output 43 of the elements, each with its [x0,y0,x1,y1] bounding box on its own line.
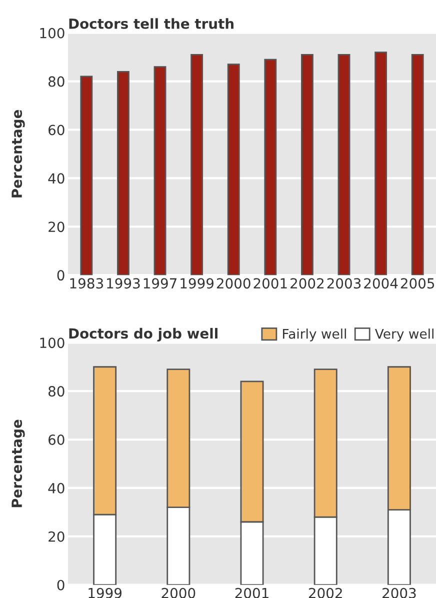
x-tick-label: 2000 [216,278,250,289]
y-tick-label: 100 [40,28,64,38]
y-tick-label: 20 [48,531,64,542]
y-tick-label: 40 [48,482,64,494]
x-tick-label: 1999 [180,278,214,289]
bar [117,70,130,276]
y-tick-label: 60 [48,124,64,136]
y-tick-label: 40 [48,173,64,184]
bar [154,66,166,276]
bar [190,54,204,276]
x-tick-label: 1993 [107,278,140,289]
x-tick-label: 2003 [382,588,416,598]
x-tick-label: 2005 [400,278,434,289]
bar [300,54,314,276]
bar [227,64,240,276]
bar [338,54,350,276]
y-tick-label: 80 [48,386,64,397]
x-tick-label: 2002 [290,278,324,289]
x-tick-label: 1983 [70,278,103,289]
y-axis-title: Percentage [12,420,25,508]
x-tick-label: 2000 [162,588,196,598]
x-tick-label: 1999 [88,588,122,598]
x-tick-label: 2002 [308,588,342,598]
legend-label: Fairly well [283,328,346,342]
y-tick-label: 80 [48,76,64,87]
chart-title: Doctors do job well [69,328,218,342]
x-tick-label: 2001 [235,588,268,598]
x-tick-label: 2003 [327,278,361,289]
y-tick-label: 100 [40,338,64,348]
y-axis-title: Percentage [12,110,25,198]
x-tick-label: 2004 [364,278,398,289]
x-tick-label: 1997 [144,278,176,289]
y-tick-label: 20 [48,222,64,232]
legend-label: Very well [374,328,434,342]
y-tick-label: 60 [48,434,64,446]
y-tick-label: 0 [57,580,64,590]
bar [264,58,277,276]
bar [411,54,424,276]
y-tick-label: 0 [57,270,64,281]
chart-title: Doctors tell the truth [69,18,234,29]
bar [80,76,93,276]
bar [374,52,388,276]
x-tick-label: 2001 [254,278,287,289]
